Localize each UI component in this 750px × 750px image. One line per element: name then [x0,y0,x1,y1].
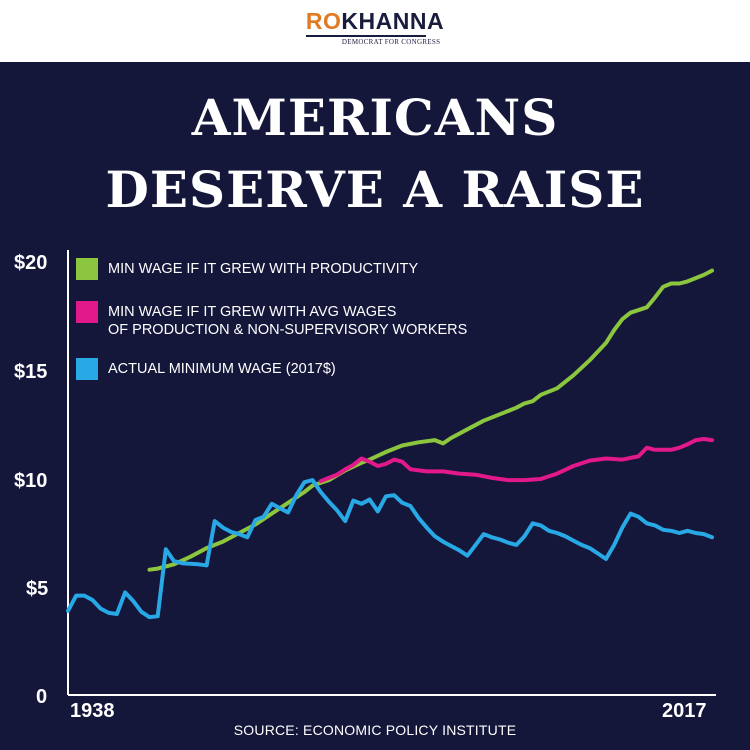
legend-label-avg-wages-line-2: OF PRODUCTION & NON-SUPERVISORY WORKERS [108,322,468,338]
legend-swatch-actual [76,358,98,380]
y-tick-label-15: $15 [14,361,48,383]
legend-swatch-avg-wages [76,301,98,323]
series-line-avg_wages [318,437,714,484]
legend-label-actual: ACTUAL MINIMUM WAGE (2017$) [108,361,336,377]
logo-ro: RO [305,8,342,34]
y-tick-label-0: 0 [36,686,48,708]
chart-axes [67,250,716,696]
campaign-logo: ROKHANNA DEMOCRAT FOR CONGRESS [0,8,750,49]
header-banner: ROKHANNA DEMOCRAT FOR CONGRESS [0,0,750,62]
y-tick-label-10: $10 [14,470,48,492]
headline-line-2: DESERVE A RAISE [105,160,645,219]
legend-item-avg-wages: MIN WAGE IF IT GREW WITH AVG WAGES OF PR… [76,301,467,339]
legend-label-productivity: MIN WAGE IF IT GREW WITH PRODUCTIVITY [108,261,419,277]
chart-lines [66,268,714,620]
legend-label-avg-wages: MIN WAGE IF IT GREW WITH AVG WAGES OF PR… [108,301,467,339]
logo-subtitle: DEMOCRAT FOR CONGRESS [341,38,441,46]
legend-item-productivity: MIN WAGE IF IT GREW WITH PRODUCTIVITY [76,258,418,280]
x-tick-label-end: 2017 [662,700,707,722]
legend-label-avg-wages-line-1: MIN WAGE IF IT GREW WITH AVG WAGES [108,304,397,320]
series-line-productivity [147,268,714,572]
y-tick-label-5: $5 [26,578,49,600]
headline-line-1: AMERICANS [191,88,559,147]
series-line-actual [66,478,714,620]
logo-wordmark: ROKHANNA [306,8,444,34]
logo-underline [305,35,426,37]
source-note: SOURCE: ECONOMIC POLICY INSTITUTE [233,722,517,738]
logo-khanna: KHANNA [341,8,445,34]
y-tick-label-20: $20 [14,252,48,274]
legend-item-actual: ACTUAL MINIMUM WAGE (2017$) [76,358,336,380]
x-tick-label-start: 1938 [70,700,115,722]
legend-swatch-productivity [76,258,98,280]
